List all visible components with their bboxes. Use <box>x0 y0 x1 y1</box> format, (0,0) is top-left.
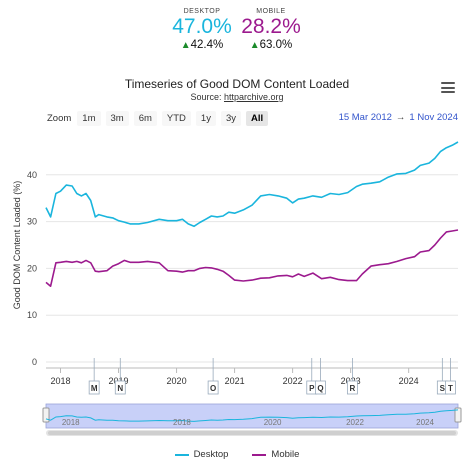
navigator-tick-label: 2022 <box>346 418 364 427</box>
up-triangle-icon: ▲ <box>180 40 191 51</box>
up-triangle-icon: ▲ <box>249 40 260 51</box>
x-tick-label: 2022 <box>283 376 303 386</box>
navigator-right-handle <box>454 407 462 423</box>
navigator-tick-label: 2020 <box>264 418 282 427</box>
series-line-desktop <box>45 141 459 228</box>
scrollbar-thumb[interactable] <box>48 431 456 435</box>
mobile-kpi-value: 28.2% <box>241 15 301 38</box>
annotation-label: N <box>117 384 123 393</box>
navigator-left-handle <box>42 407 50 423</box>
annotation-label: O <box>210 384 216 393</box>
desktop-kpi: DESKTOP 47.0% ▲42.4% <box>157 8 247 51</box>
x-tick-label: 2018 <box>50 376 70 386</box>
navigator-tick-label: 2018 <box>62 418 80 427</box>
chart-source: Source: httparchive.org <box>0 92 474 102</box>
zoom-selector: Zoom 1m 3m 6m YTD 1y 3y All <box>47 111 273 126</box>
legend-label-mobile: Mobile <box>271 449 300 460</box>
legend-label-desktop: Desktop <box>193 449 229 460</box>
zoom-3y-button[interactable]: 3y <box>220 111 241 126</box>
annotation-flag <box>315 380 326 395</box>
legend-swatch-desktop <box>174 453 189 456</box>
annotation-flag <box>88 380 100 395</box>
legend-item-mobile[interactable]: Mobile <box>252 449 299 460</box>
mobile-kpi-change: ▲63.0% <box>226 39 316 51</box>
y-tick-label: 10 <box>27 310 37 320</box>
hamburger-menu-icon[interactable] <box>441 82 455 94</box>
series-line-mobile <box>45 229 459 287</box>
mobile-kpi-label: MOBILE <box>256 8 286 15</box>
desktop-kpi-change-value: 42.4% <box>190 39 224 51</box>
zoom-1y-button[interactable]: 1y <box>195 111 216 126</box>
zoom-6m-button[interactable]: 6m <box>133 111 157 126</box>
legend-swatch-mobile <box>252 453 267 456</box>
annotation-label: S <box>440 384 446 393</box>
zoom-label: Zoom <box>47 113 72 124</box>
desktop-kpi-change: ▲42.4% <box>157 39 247 51</box>
annotation-flag <box>207 380 219 395</box>
x-tick-label: 2020 <box>167 376 187 386</box>
mobile-kpi-change-value: 63.0% <box>259 39 293 51</box>
zoom-ytd-button[interactable]: YTD <box>161 111 191 126</box>
legend-item-desktop[interactable]: Desktop <box>174 449 229 460</box>
y-axis-label: Good DOM Content Loaded (%) <box>12 181 22 310</box>
y-tick-label: 20 <box>27 263 37 273</box>
annotation-label: T <box>448 384 453 393</box>
navigator-series-line <box>45 409 459 422</box>
mobile-kpi: MOBILE 28.2% ▲63.0% <box>226 8 316 51</box>
zoom-3m-button[interactable]: 3m <box>105 111 129 126</box>
zoom-all-button[interactable]: All <box>246 111 269 126</box>
y-tick-label: 30 <box>27 217 37 227</box>
navigator-tick-label: 2018 <box>173 418 191 427</box>
x-tick-label: 2024 <box>399 376 419 386</box>
annotation-label: M <box>91 384 98 393</box>
annotation-label: P <box>309 384 315 393</box>
zoom-1m-button[interactable]: 1m <box>77 111 101 126</box>
right-arrow-icon: → <box>395 112 406 123</box>
desktop-kpi-label: DESKTOP <box>183 8 221 15</box>
source-link[interactable]: httparchive.org <box>223 92 284 102</box>
date-range-from[interactable]: 15 Mar 2012 <box>338 112 392 123</box>
source-prefix: Source: <box>190 92 224 102</box>
annotation-label: R <box>349 384 355 393</box>
desktop-kpi-value: 47.0% <box>172 15 232 38</box>
x-tick-label: 2021 <box>225 376 245 386</box>
annotation-flag <box>114 380 126 395</box>
navigator-tick-label: 2024 <box>416 418 434 427</box>
chart-title: Timeseries of Good DOM Content Loaded <box>124 77 350 91</box>
y-tick-label: 40 <box>27 170 37 180</box>
y-tick-label: 0 <box>32 357 37 367</box>
legend: Desktop Mobile <box>0 449 474 460</box>
navigator-window <box>45 403 459 429</box>
date-range: 15 Mar 2012 → 1 Nov 2024 <box>339 112 458 123</box>
date-range-to[interactable]: 1 Nov 2024 <box>409 112 458 123</box>
annotation-label: Q <box>317 384 323 393</box>
annotation-flag <box>445 380 456 395</box>
annotation-flag <box>346 380 358 395</box>
